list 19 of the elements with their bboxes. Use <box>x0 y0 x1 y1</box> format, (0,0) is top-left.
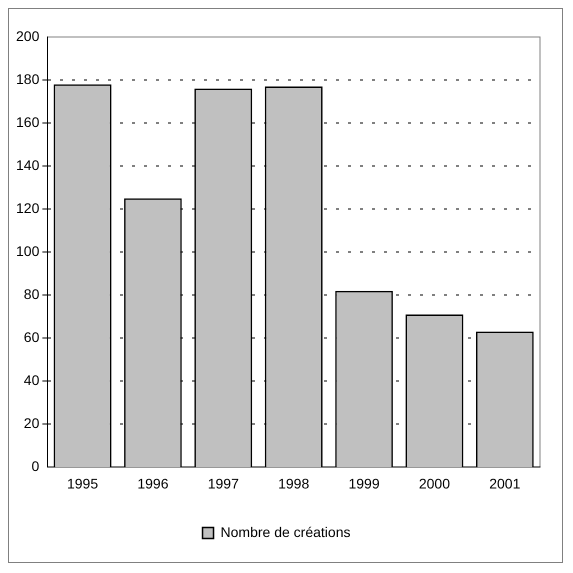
y-tick-label: 0 <box>32 458 40 474</box>
x-tick-label: 1997 <box>208 475 240 492</box>
x-tick-label: 2001 <box>489 475 521 492</box>
y-tick-label: 20 <box>24 415 40 432</box>
x-tick-label: 1998 <box>278 475 310 492</box>
y-tick-label: 140 <box>16 156 40 173</box>
y-tick-label: 120 <box>16 200 40 216</box>
y-tick-label: 80 <box>24 286 40 302</box>
x-tick-label: 1999 <box>348 475 380 492</box>
y-tick-label: 100 <box>16 242 40 259</box>
y-tick-label: 40 <box>24 372 40 388</box>
legend-label: Nombre de créations <box>220 524 350 540</box>
y-tick-label: 200 <box>16 28 40 44</box>
y-tick-label: 180 <box>16 70 40 87</box>
y-tick-label: 60 <box>24 329 40 345</box>
x-tick-label: 1995 <box>66 475 98 492</box>
y-tick-label: 160 <box>16 114 40 130</box>
x-tick-label: 1996 <box>137 475 169 492</box>
x-tick-label: 2000 <box>418 475 450 492</box>
